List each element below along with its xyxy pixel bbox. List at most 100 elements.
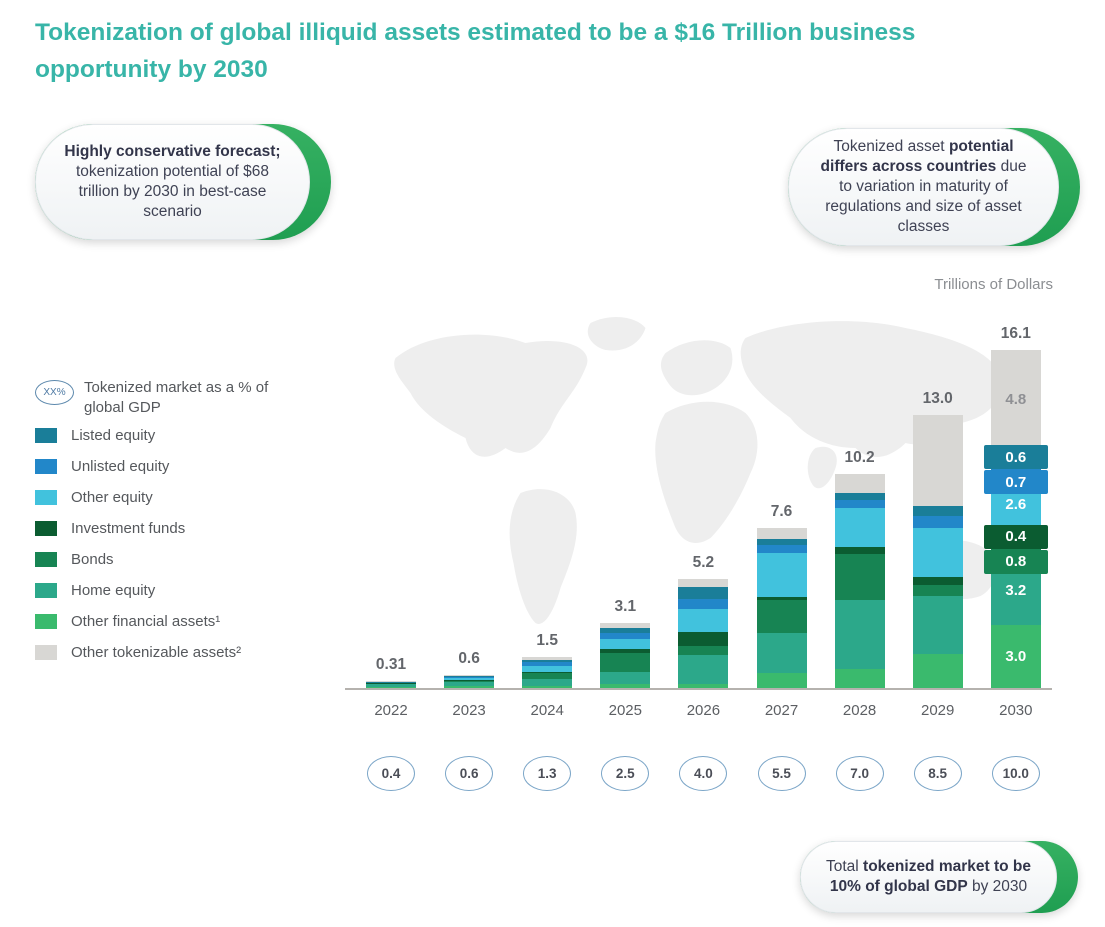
x-tick-2026: 2026 [686,702,721,719]
legend-label-other-equity: Other equity [71,488,153,506]
bar-2026-segment-other-equity [678,609,729,633]
segment-value-plaque-2030-bonds: 0.8 [983,549,1048,574]
legend-label-other-financial-assets: Other financial assets¹ [71,612,221,630]
legend-label-other-tokenizable-assets: Other tokenizable assets² [71,643,242,661]
bar-2022-segment-bonds [366,682,416,684]
bar-2027-segment-unlisted-equity [756,545,807,553]
x-tick-2028: 2028 [842,702,877,719]
bar-2027-segment-home-equity [756,633,807,674]
x-tick-2027: 2027 [764,702,799,719]
bar-2029-segment-other-equity [912,528,963,577]
bar-total-2027: 7.6 [770,503,793,521]
bar-2026-segment-listed-equity [678,587,729,599]
bar-total-2024: 1.5 [536,631,558,649]
callout-text: Total tokenized market to be 10% of glob… [821,857,1036,897]
bar-2022-segment-other-equity [366,682,416,683]
bar-2025-segment-bonds [600,653,651,673]
map-africa [655,401,758,543]
bar-total-2022: 0.31 [375,656,407,674]
legend-item-investment-funds: Investment funds [35,520,185,537]
callout-text: Highly conservative forecast; tokenizati… [64,142,281,223]
bar-2025-segment-unlisted-equity [600,633,651,639]
map-europe [660,340,733,396]
bar-2029-segment-bonds [912,585,963,596]
page-title-line-2: opportunity by 2030 [35,56,268,83]
bar-2024-segment-other-tokenizable-assets [522,656,573,660]
segment-value-2030-other-tokenizable-assets: 4.8 [1005,391,1027,409]
map-south-america [509,489,577,624]
bar-2025-segment-home-equity [600,672,651,684]
gdp-percent-oval-2027: 5.5 [757,756,806,791]
x-tick-2025: 2025 [608,702,642,719]
bar-2028-segment-other-financial-assets [834,669,885,688]
bar-2024-segment-other-equity [522,665,573,672]
bar-2024-segment-other-financial-assets [522,685,573,688]
legend-label-unlisted-equity: Unlisted equity [71,457,170,475]
segment-value-plaque-2030-listed-equity: 0.6 [983,445,1048,469]
bar-total-2030: 16.1 [1000,324,1031,342]
legend-item-unlisted-equity: Unlisted equity [35,457,170,475]
map-north-america [394,334,588,457]
bar-2028-segment-other-equity [834,508,885,548]
bar-2030-segment-other-financial-assets [990,625,1041,688]
bar-2028-segment-bonds [834,553,885,600]
legend-swatch-home-equity [35,582,57,598]
bar-total-2029: 13.0 [922,390,953,407]
bar-2025-segment-other-tokenizable-assets [600,622,651,629]
legend-label-home-equity: Home equity [71,581,156,599]
x-tick-2029: 2029 [921,702,955,719]
gdp-percent-oval-2028: 7.0 [835,756,884,791]
bar-2028-segment-investment-funds [834,547,885,554]
bar-2025-segment-investment-funds [600,649,651,654]
bar-2026-segment-investment-funds [678,632,729,646]
gdp-percent-oval-2023: 0.6 [445,756,494,791]
bar-2029-segment-listed-equity [912,506,963,516]
bar-2028-segment-other-tokenizable-assets [834,473,885,493]
page-title: Tokenization of global illiquid assets e… [35,14,955,88]
legend-item-listed-equity: Listed equity [35,427,155,444]
bar-2026-segment-bonds [678,646,729,656]
bar-2025-segment-other-financial-assets [600,683,651,688]
bar-2024-segment-investment-funds [522,671,573,674]
gdp-percent-oval-2022: 0.4 [367,756,415,791]
legend-swatch-unlisted-equity [35,458,57,474]
x-tick-2030: 2030 [999,702,1033,719]
callout-bold-text: tokenized market to be 10% of global GDP [829,857,1032,895]
gdp-percent-oval-2026: 4.0 [679,756,728,791]
callout-suffix-text: due to variation in maturity of regulati… [825,157,1027,236]
page-title-line-1: Tokenization of global illiquid assets e… [35,19,916,46]
segment-value-plaque-2030-unlisted-equity: 0.7 [983,470,1048,494]
bar-total-2026: 5.2 [692,553,715,571]
x-axis-line [345,688,1052,690]
bar-2023-segment-listed-equity [444,676,495,678]
segment-value-plaque-2030-investment-funds: 0.4 [983,524,1048,549]
gdp-percent-badge-icon: XX% [35,380,74,405]
legend-swatch-investment-funds [35,520,57,536]
bar-2024-segment-home-equity [522,678,573,686]
bar-2030-segment-other-tokenizable-assets [990,349,1041,451]
bar-2028-segment-listed-equity [834,492,885,501]
bar-2027-segment-investment-funds [756,596,807,600]
bar-2027-segment-other-financial-assets [756,673,807,688]
bar-2024-segment-unlisted-equity [522,662,573,666]
bar-2029-segment-home-equity [912,595,963,655]
callout-rest-text: tokenization potential of $68 trillion b… [75,162,270,221]
bar-2022-segment-home-equity [366,683,416,687]
bar-2023-segment-home-equity [444,681,495,687]
callout-prefix-text: Tokenized asset [833,137,949,155]
bar-2023-segment-other-financial-assets [444,686,495,688]
bar-2025-segment-other-equity [600,638,651,650]
bar-2029-segment-investment-funds [912,576,963,586]
legend-label-bonds: Bonds [71,550,114,568]
callout-total-market: Total tokenized market to be 10% of glob… [800,841,1078,913]
bar-2023-segment-unlisted-equity [444,677,495,678]
callout-text: Tokenized asset potential differs across… [817,137,1030,238]
gdp-percent-oval-2029: 8.5 [913,756,962,791]
legend-swatch-other-equity [35,489,57,505]
legend-item-home-equity: Home equity [35,581,156,599]
legend-swatch-other-tokenizable-assets [35,644,57,660]
callout-bold-text: potential differs across countries [820,137,1014,175]
bar-2026-segment-unlisted-equity [678,598,729,610]
callout-conservative-forecast: Highly conservative forecast; tokenizati… [35,124,331,240]
